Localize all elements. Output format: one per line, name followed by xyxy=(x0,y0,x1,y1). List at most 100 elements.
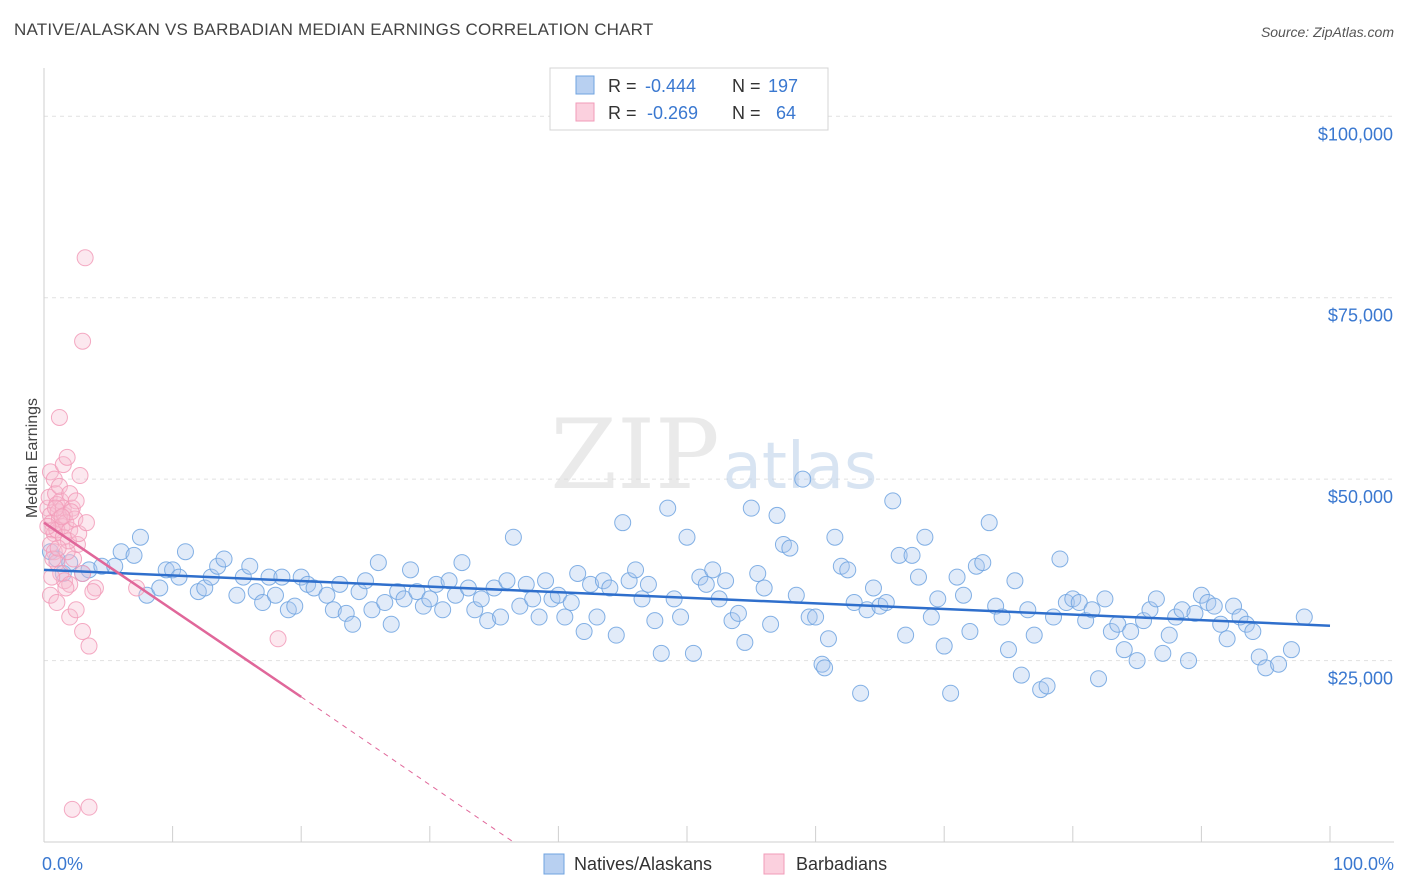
data-point xyxy=(61,485,79,503)
data-point xyxy=(620,572,638,590)
data-point xyxy=(247,583,265,601)
data-point xyxy=(254,594,272,612)
data-point xyxy=(762,615,780,633)
data-point xyxy=(1070,594,1088,612)
y-tick-label: $100,000 xyxy=(1318,124,1393,144)
data-point xyxy=(376,594,394,612)
y-tick-label: $25,000 xyxy=(1328,669,1393,689)
data-point xyxy=(1282,641,1300,659)
trend-line-barbadians-extension xyxy=(300,696,514,843)
data-point xyxy=(1295,608,1313,626)
data-point xyxy=(196,579,214,597)
data-point xyxy=(1025,626,1043,644)
x-tick-label: 0.0% xyxy=(42,854,83,874)
stats-swatch-barbadians xyxy=(575,102,595,122)
data-point xyxy=(421,590,439,608)
data-point xyxy=(556,608,574,626)
data-point xyxy=(408,583,426,601)
data-point xyxy=(63,800,81,818)
data-point xyxy=(691,568,709,586)
data-point xyxy=(524,590,542,608)
data-point xyxy=(61,608,79,626)
data-point xyxy=(273,568,291,586)
data-point xyxy=(749,564,767,582)
natives-points xyxy=(41,470,1313,702)
stats-n-value: 197 xyxy=(768,76,798,96)
data-point xyxy=(1160,626,1178,644)
data-point xyxy=(993,608,1011,626)
data-point xyxy=(562,594,580,612)
data-point xyxy=(344,615,362,633)
legend-label-natives: Natives/Alaskans xyxy=(574,854,712,874)
data-point xyxy=(44,550,62,568)
data-point xyxy=(1257,659,1275,677)
data-point xyxy=(382,615,400,633)
data-point xyxy=(269,630,287,648)
data-point xyxy=(49,539,67,557)
data-point xyxy=(80,798,98,816)
data-point xyxy=(324,601,342,619)
data-point xyxy=(414,597,432,615)
barbadians-points xyxy=(39,249,287,818)
y-tick-label: $75,000 xyxy=(1328,306,1393,326)
data-point xyxy=(440,572,458,590)
data-point xyxy=(1186,604,1204,622)
y-axis-label: Median Earnings xyxy=(24,398,41,518)
data-point xyxy=(1250,648,1268,666)
data-point xyxy=(41,586,59,604)
data-point xyxy=(530,608,548,626)
stats-n-label: N = xyxy=(732,103,761,123)
data-point xyxy=(684,644,702,662)
data-point xyxy=(742,499,760,517)
data-point xyxy=(260,568,278,586)
data-point xyxy=(241,557,259,575)
data-point xyxy=(787,586,805,604)
data-point xyxy=(67,492,85,510)
data-point xyxy=(369,554,387,572)
data-point xyxy=(57,579,75,597)
data-point xyxy=(826,528,844,546)
data-point xyxy=(427,575,445,593)
data-point xyxy=(665,590,683,608)
data-point xyxy=(215,550,233,568)
data-point xyxy=(266,586,284,604)
data-point xyxy=(819,630,837,648)
data-point xyxy=(897,626,915,644)
data-point xyxy=(1096,590,1114,608)
data-point xyxy=(569,564,587,582)
data-point xyxy=(176,543,194,561)
data-point xyxy=(652,644,670,662)
data-point xyxy=(74,623,92,641)
chart-title: NATIVE/ALASKAN VS BARBADIAN MEDIAN EARNI… xyxy=(14,20,654,39)
stats-n-value: 64 xyxy=(776,103,796,123)
legend: Natives/Alaskans Barbadians xyxy=(543,853,887,875)
data-point xyxy=(672,608,690,626)
data-point xyxy=(807,608,825,626)
data-point xyxy=(402,561,420,579)
data-point xyxy=(1244,623,1262,641)
data-point xyxy=(1051,550,1069,568)
data-point xyxy=(768,506,786,524)
legend-label-barbadians: Barbadians xyxy=(796,854,887,874)
data-point xyxy=(1115,641,1133,659)
data-point xyxy=(318,586,336,604)
data-point xyxy=(479,612,497,630)
data-point xyxy=(961,623,979,641)
data-point xyxy=(890,546,908,564)
data-point xyxy=(74,332,92,350)
data-point xyxy=(646,612,664,630)
data-point xyxy=(84,583,102,601)
data-point xyxy=(125,546,143,564)
data-point xyxy=(395,590,413,608)
stats-r-value: -0.444 xyxy=(645,76,696,96)
data-point xyxy=(466,601,484,619)
data-point xyxy=(453,554,471,572)
trend-lines xyxy=(43,521,1331,843)
data-point xyxy=(704,561,722,579)
data-point xyxy=(164,561,182,579)
data-point xyxy=(1237,615,1255,633)
data-point xyxy=(131,528,149,546)
data-point xyxy=(1147,590,1165,608)
data-point xyxy=(903,546,921,564)
stats-box: R = -0.444 N = 197 R = -0.269 N = 64 xyxy=(549,67,829,131)
